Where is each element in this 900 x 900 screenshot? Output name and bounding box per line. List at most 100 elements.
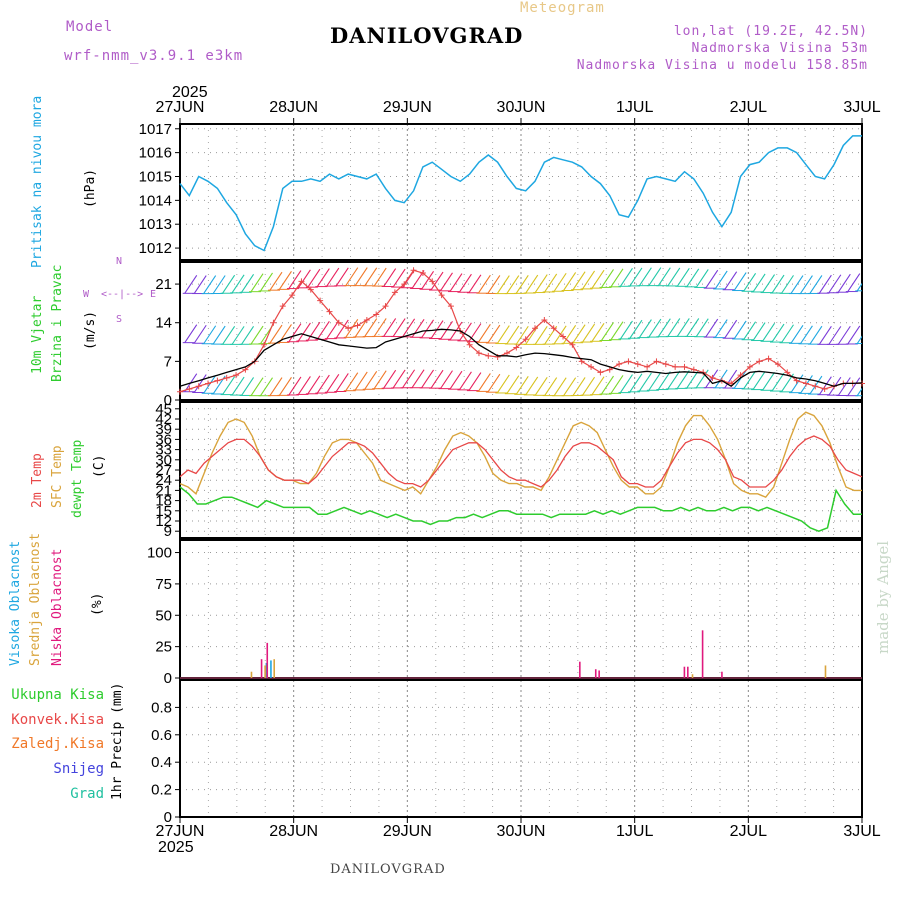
wind-barb xyxy=(335,319,349,339)
gust-marker xyxy=(569,341,576,348)
x-tick-label-bottom: 3JUL xyxy=(843,823,880,840)
altitude-label: Nadmorska Visina 53m xyxy=(691,41,868,56)
wind-barb xyxy=(752,273,766,293)
gust-marker xyxy=(214,377,221,384)
wind-barb xyxy=(837,325,851,345)
wind-barb xyxy=(231,326,245,345)
wind-barb xyxy=(250,377,264,396)
pressure-ytick-label: 1017 xyxy=(139,121,172,138)
wind-barb xyxy=(610,321,624,340)
compass-south: S xyxy=(116,314,123,325)
compass-east: E xyxy=(150,289,157,300)
temperature-frame xyxy=(179,401,863,539)
wind-barb xyxy=(591,269,605,289)
gust-marker xyxy=(746,363,753,370)
year-top: 2025 xyxy=(172,84,208,101)
wind-barb xyxy=(373,318,387,337)
temperature-ytick-label: 15 xyxy=(155,503,172,520)
wind-barb xyxy=(724,319,738,339)
wind-barb xyxy=(421,270,434,290)
wind-barb xyxy=(724,369,738,389)
wind-barb xyxy=(250,325,264,345)
gust-marker xyxy=(307,286,314,293)
precip-ytick-label: 0 xyxy=(164,809,172,826)
gust-marker xyxy=(205,380,212,387)
temperature-ytick-label: 39 xyxy=(155,421,172,438)
wind-barb xyxy=(705,269,719,289)
wind-barb xyxy=(563,272,577,291)
wind-barb xyxy=(638,319,652,338)
wind-barb xyxy=(335,373,349,392)
wind-barb xyxy=(496,275,510,294)
wind-barb xyxy=(847,325,861,345)
gust-marker xyxy=(644,363,651,370)
gust-marker xyxy=(522,336,529,343)
wind-barb xyxy=(743,321,757,341)
gust-marker xyxy=(363,316,370,323)
gust-marker xyxy=(475,350,482,357)
snow-label: Snijeg xyxy=(53,761,104,777)
wind-ytick-label: 21 xyxy=(155,276,172,293)
wind-barb xyxy=(506,325,520,345)
gust-marker xyxy=(802,380,809,387)
wind-barb xyxy=(203,275,217,294)
wind-barb xyxy=(620,320,633,340)
gust-marker xyxy=(354,322,361,329)
wind-barb xyxy=(364,318,378,337)
x-tick-label-bottom: 27JUN xyxy=(156,823,205,840)
gust-marker xyxy=(616,361,623,368)
wind-barb xyxy=(620,267,633,287)
gust-marker xyxy=(812,383,819,390)
gust-marker xyxy=(597,369,604,376)
wind-barb xyxy=(563,377,577,396)
wind-barb xyxy=(601,375,614,395)
wind-barb xyxy=(345,267,359,286)
wind-barb xyxy=(326,373,340,393)
wind-barb xyxy=(203,325,217,345)
wind-barb xyxy=(629,319,643,339)
gust-marker xyxy=(513,344,520,351)
wind-barb xyxy=(260,377,273,397)
wind-barb xyxy=(222,376,236,395)
wind-barb xyxy=(421,319,434,339)
x-tick-label-top: 27JUN xyxy=(156,99,205,116)
wind-barb xyxy=(790,275,804,294)
gust-marker xyxy=(429,278,436,285)
gust-marker xyxy=(186,385,193,392)
wind-barb xyxy=(591,322,605,342)
wind-barb xyxy=(241,273,255,293)
x-tick-label-bottom: 1JUL xyxy=(616,823,653,840)
wind-barb xyxy=(335,267,349,287)
wind-barb xyxy=(440,370,453,389)
x-tick-label-bottom: 28JUN xyxy=(269,823,318,840)
wind-speed-line xyxy=(179,328,863,388)
gust-marker xyxy=(261,341,268,348)
wind-barb xyxy=(212,275,226,294)
wind-barb xyxy=(487,324,501,344)
gust-marker xyxy=(793,377,800,384)
wind-barb xyxy=(345,372,359,392)
wind-barb xyxy=(288,270,302,289)
model-label: Model xyxy=(66,19,114,35)
wind-barb xyxy=(686,318,700,337)
wind-barb xyxy=(856,387,862,397)
gust-marker xyxy=(326,308,333,315)
wind-barb xyxy=(629,267,643,287)
wind-barb xyxy=(847,273,861,292)
wind-barb xyxy=(468,372,482,391)
gust-marker xyxy=(774,361,781,368)
wind-barb xyxy=(743,370,757,390)
wind-barb xyxy=(316,374,330,394)
gust-marker xyxy=(690,366,697,373)
wind-barb xyxy=(799,275,813,294)
gust-marker xyxy=(270,319,277,326)
wind-barb xyxy=(411,318,425,338)
wind-barb xyxy=(364,370,378,390)
gust-marker xyxy=(662,361,669,368)
gust-marker xyxy=(242,366,249,373)
cloud-ytick-label: 50 xyxy=(155,607,172,624)
wind-barb xyxy=(657,371,671,390)
wind-barb xyxy=(733,370,747,389)
wind-barb xyxy=(373,267,387,287)
wind-frame xyxy=(179,261,863,401)
